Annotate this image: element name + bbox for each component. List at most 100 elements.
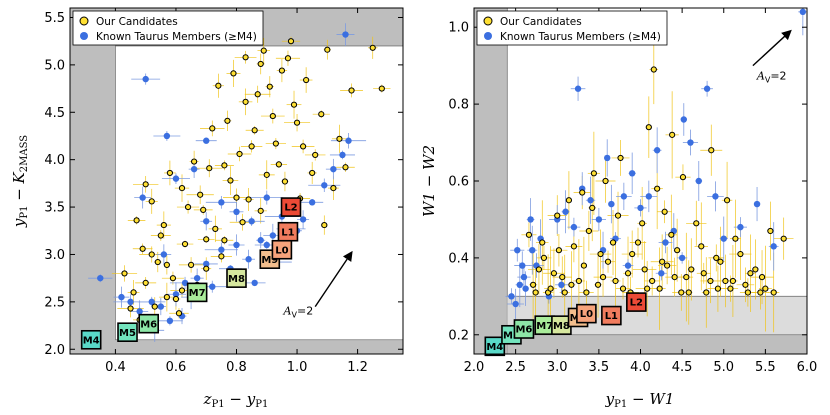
- left-candidate-point: [160, 221, 167, 229]
- right-candidate-point: [693, 220, 700, 227]
- right-member-point: [753, 200, 761, 208]
- right-candidate-point: [641, 266, 648, 273]
- left-spt-m6: M6: [138, 313, 160, 334]
- left-x-axis-label: zP1 − yP1: [203, 390, 269, 410]
- right-candidate-point: [654, 185, 661, 192]
- left-candidate-point: [203, 236, 210, 243]
- right-member-point: [516, 281, 523, 288]
- left-candidate-point: [172, 295, 180, 303]
- right-candidate-point: [589, 204, 596, 212]
- left-spt-box: [138, 313, 160, 334]
- left-candidate-point: [248, 143, 255, 150]
- left-candidate-point: [251, 127, 258, 134]
- left-candidate-point: [263, 171, 270, 178]
- right-candidate-point: [539, 239, 546, 246]
- right-candidate-point: [597, 250, 604, 258]
- right-candidate-point: [679, 174, 687, 181]
- left-member-point: [136, 308, 143, 315]
- right-xtick-label: 5.5: [755, 360, 776, 375]
- right-spt-label: M4: [486, 342, 503, 353]
- right-candidate-point: [645, 124, 652, 131]
- right-candidate-point: [554, 212, 561, 219]
- right-candidate-point: [599, 274, 607, 281]
- left-spt-label: L2: [284, 203, 297, 214]
- right-candidate-point: [617, 154, 624, 162]
- right-candidate-point: [747, 270, 754, 277]
- right-legend-candidate-marker: [483, 16, 493, 26]
- left-spt-label: M6: [140, 319, 157, 330]
- left-candidate-point: [127, 305, 134, 312]
- left-candidate-point: [287, 38, 295, 45]
- right-member-point: [562, 208, 569, 215]
- right-candidate-point: [703, 289, 710, 296]
- left-candidate-point: [206, 165, 213, 172]
- right-candidate-point: [678, 289, 685, 296]
- right-candidate-point: [525, 231, 533, 238]
- right-candidate-point: [767, 227, 774, 235]
- left-candidate-point: [157, 232, 164, 239]
- right-member-point: [799, 8, 807, 16]
- right-legend-box: [476, 10, 668, 46]
- right-candidate-point: [547, 285, 554, 292]
- right-candidate-point: [757, 289, 764, 296]
- left-spt-label: M7: [189, 288, 206, 299]
- right-spt-box: [513, 319, 535, 339]
- right-spt-label: M7: [536, 321, 553, 332]
- left-candidate-point: [203, 265, 210, 272]
- left-member-point: [218, 246, 225, 253]
- left-candidate-point: [330, 185, 337, 192]
- left-candidate-point: [227, 177, 234, 184]
- right-candidate-point: [664, 262, 671, 269]
- left-member-point: [127, 298, 134, 306]
- left-member-point: [166, 317, 174, 325]
- left-ytick-label: 5.0: [44, 58, 65, 73]
- left-candidate-point: [178, 185, 186, 192]
- left-candidate-point: [224, 117, 231, 124]
- right-candidate-point: [619, 285, 627, 292]
- right-member-point: [712, 193, 719, 200]
- left-ytick-label: 5.5: [44, 11, 65, 26]
- right-data-marks: [505, 8, 807, 333]
- left-member-point: [203, 218, 210, 225]
- right-ytick-label: 1.0: [448, 21, 469, 36]
- right-member-point: [570, 223, 578, 231]
- right-candidate-point: [737, 250, 744, 258]
- left-member-point: [139, 194, 146, 201]
- left-member-point: [245, 256, 252, 263]
- left-member-point: [172, 175, 180, 182]
- right-xtick-label: 6.0: [797, 360, 818, 375]
- right-candidate-point: [669, 131, 676, 138]
- left-member-point: [251, 279, 258, 287]
- right-candidate-point: [762, 285, 769, 292]
- left-xtick-label: 0.8: [226, 360, 247, 375]
- right-member-point: [653, 147, 661, 154]
- right-candidate-point: [732, 235, 739, 242]
- right-member-point: [620, 193, 628, 200]
- right-candidate-point: [634, 239, 642, 246]
- left-spt-m4: M4: [80, 329, 102, 350]
- right-candidate-point: [602, 177, 609, 185]
- right-candidate-point: [688, 266, 695, 273]
- left-reddening-arrow: [314, 250, 353, 307]
- left-candidate-point: [321, 221, 328, 229]
- left-candidate-point: [233, 194, 240, 201]
- left-candidate-point: [272, 140, 279, 147]
- left-ytick-label: 3.0: [44, 248, 65, 263]
- left-spt-label: M5: [119, 328, 136, 339]
- right-candidate-point: [650, 66, 657, 73]
- left-legend-candidate-marker: [79, 16, 89, 26]
- right-spt-m4: M4: [484, 336, 506, 357]
- left-member-point: [181, 279, 189, 287]
- right-candidate-point: [535, 266, 543, 273]
- right-spt-box: [626, 292, 647, 312]
- left-candidate-point: [269, 112, 276, 120]
- right-member-point: [680, 116, 687, 123]
- right-member-point: [737, 223, 744, 231]
- left-candidate-point: [378, 85, 385, 92]
- left-member-point: [203, 260, 210, 268]
- left-candidate-point: [284, 55, 292, 62]
- right-candidate-point: [698, 243, 705, 250]
- right-candidate-point: [590, 170, 597, 177]
- right-candidate-point: [674, 247, 681, 254]
